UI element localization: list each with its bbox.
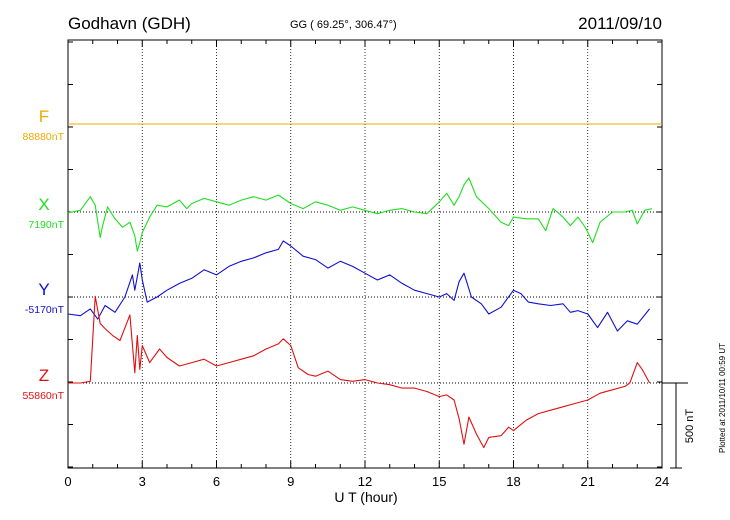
station-coordinates: GG ( 69.25°, 306.47°) [290,19,397,31]
baseline-value-x: 7190nT [28,219,64,231]
component-letter-z: Z [39,366,49,385]
x-tick-label: 21 [581,474,595,489]
x-tick-label: 6 [213,474,220,489]
station-title: Godhavn (GDH) [68,14,191,33]
x-tick-label: 15 [432,474,446,489]
component-labels: F 88880nT X 7190nT Y -5170nT Z 55860nT [23,107,65,402]
component-letter-y: Y [38,280,49,299]
plotted-at-note: Plotted at 2011/10/11 00:59 UT [718,343,727,453]
x-tick-label: 0 [64,474,71,489]
x-tick-label: 12 [358,474,372,489]
x-tick-label: 24 [655,474,669,489]
x-tick-label: 9 [287,474,294,489]
series-line-x [67,177,653,252]
series-line-z [68,295,651,449]
component-letter-x: X [38,195,49,214]
baseline-value-y: -5170nT [25,304,65,316]
x-tick-label: 3 [139,474,146,489]
series-layer [67,123,662,449]
plot-date: 2011/09/10 [578,14,662,33]
scale-bar-label: 500 nT [684,409,696,444]
tick-layer: 0 3 6 9 12 15 18 21 24 [64,40,669,489]
x-axis-title: U T (hour) [334,489,397,505]
baseline-value-f: 88880nT [23,131,65,143]
x-tick-label: 18 [506,474,520,489]
baseline-value-z: 55860nT [23,390,65,402]
scale-bar: 500 nT [662,382,696,469]
component-letter-f: F [39,107,49,126]
series-line-y [67,240,651,332]
